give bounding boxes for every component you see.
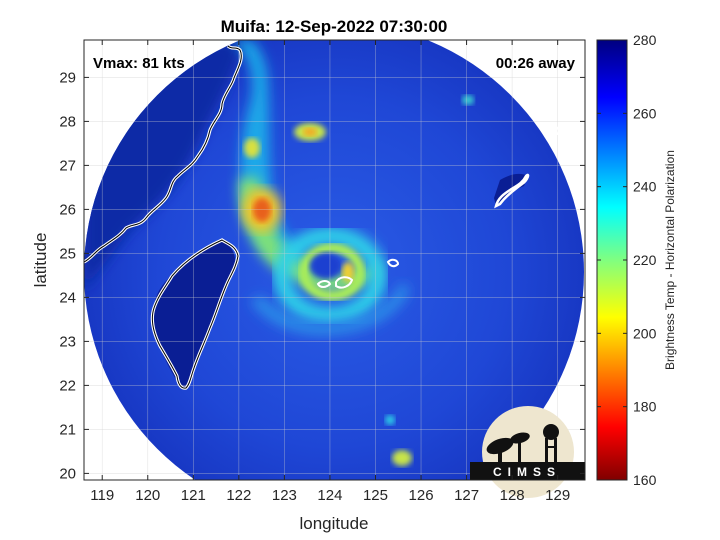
colorbar-ticks: 160 180 200 220 240 260 280	[597, 32, 657, 488]
x-tick-label: 125	[363, 487, 388, 504]
y-tick-label: 22	[59, 377, 76, 394]
colorbar-tick-label: 180	[633, 399, 657, 415]
y-tick-label: 26	[59, 201, 76, 218]
warm-spot-core	[253, 198, 271, 222]
warm-spot-nw	[244, 138, 260, 158]
warm-spot-se	[392, 450, 412, 466]
y-tick-label: 20	[59, 465, 76, 482]
x-tick-label: 127	[454, 487, 479, 504]
y-tick-label: 29	[59, 69, 76, 86]
colorbar	[596, 39, 628, 481]
x-tick-label: 119	[90, 487, 114, 504]
y-axis-label: latitude	[31, 233, 50, 288]
y-tick-label: 21	[59, 421, 76, 438]
y-tick-label: 27	[59, 157, 76, 174]
colorbar-tick-label: 160	[633, 472, 657, 488]
x-tick-label: 121	[181, 487, 206, 504]
colorbar-tick-label: 280	[633, 32, 657, 48]
time-offset-annotation: 00:26 away	[496, 55, 576, 72]
x-tick-label: 122	[226, 487, 251, 504]
warm-spot-s	[385, 415, 395, 425]
x-axis: 119 120 121 122 123 124 125 126 127 128 129	[90, 40, 570, 504]
warm-spot-ne	[462, 95, 474, 105]
eyewall-inner	[299, 243, 365, 301]
coastline-china-inner	[84, 45, 242, 263]
x-tick-label: 128	[500, 487, 525, 504]
coastline-taiwan-inner	[151, 239, 239, 389]
eye	[310, 253, 342, 279]
y-tick-label: 28	[59, 113, 76, 130]
coastline-island-ne2	[564, 96, 585, 115]
colorbar-tick-label: 220	[633, 252, 657, 268]
colorbar-tick-label: 240	[633, 179, 657, 195]
cimss-logo: CIMSS	[470, 406, 585, 498]
warm-spot-north-core	[303, 128, 317, 136]
x-tick-label: 123	[272, 487, 297, 504]
chart-title: Muifa: 12-Sep-2022 07:30:00	[221, 17, 448, 36]
colorbar-tick-label: 200	[633, 325, 657, 341]
logo-dish-icon	[486, 432, 530, 462]
outer-band-south	[250, 282, 410, 335]
colorbar-tick-label: 260	[633, 105, 657, 121]
taiwan-cold	[152, 240, 236, 388]
rainband-green	[238, 178, 378, 292]
vmax-annotation: Vmax: 81 kts	[93, 55, 185, 72]
colorbar-label: Brightness Temp - Horizontal Polarizatio…	[663, 150, 677, 370]
x-tick-label: 129	[545, 487, 570, 504]
x-tick-label: 126	[409, 487, 434, 504]
swath-image	[84, 40, 584, 480]
axes-frame	[83, 39, 586, 481]
logo-band	[470, 462, 585, 480]
y-tick-label: 23	[59, 333, 76, 350]
coastline-island-e	[386, 258, 400, 268]
grid	[84, 40, 585, 480]
coastline-island-eye-1	[316, 280, 332, 288]
x-tick-label: 120	[135, 487, 160, 504]
coastline-ryukyu-1	[494, 173, 530, 209]
x-tick-label: 124	[317, 487, 342, 504]
y-axis: 20 21 22 23 24 25 26 27 28 29	[59, 69, 585, 482]
y-tick-label: 25	[59, 245, 76, 262]
logo-tower-icon	[543, 424, 559, 462]
coastline-island-eye-2	[335, 276, 354, 289]
y-tick-label: 24	[59, 289, 76, 306]
coastline-island-ne	[552, 126, 560, 136]
logo-text: CIMSS	[493, 465, 561, 479]
x-axis-label: longitude	[299, 514, 368, 533]
coastlines	[84, 44, 585, 390]
